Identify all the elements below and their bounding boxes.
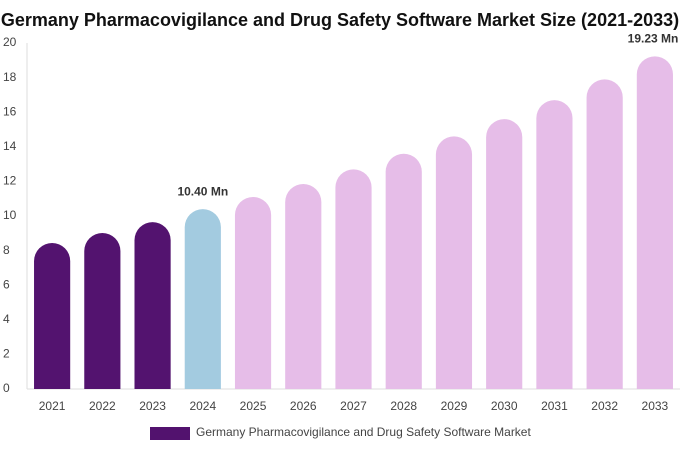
y-tick-label: 12 (3, 174, 17, 188)
bar (385, 153, 422, 389)
x-tick-label: 2032 (591, 399, 618, 413)
bar (84, 232, 121, 389)
y-tick-label: 16 (3, 104, 17, 118)
bar (536, 100, 573, 389)
y-tick-label: 0 (3, 381, 10, 395)
data-label: 19.23 Mn (628, 31, 679, 45)
x-tick-label: 2023 (139, 399, 166, 413)
bar (586, 79, 623, 389)
bar (134, 222, 171, 389)
bar (234, 196, 272, 389)
bar (34, 242, 71, 389)
x-tick-label: 2022 (89, 399, 116, 413)
y-tick-label: 10 (3, 208, 17, 222)
bar (636, 56, 673, 389)
y-tick-label: 2 (3, 347, 10, 361)
bar (486, 119, 523, 389)
y-tick-label: 4 (3, 312, 10, 326)
bar (184, 209, 221, 389)
bar (285, 184, 322, 389)
chart-title: Germany Pharmacovigilance and Drug Safet… (1, 10, 679, 30)
x-tick-label: 2026 (290, 399, 317, 413)
y-tick-label: 14 (3, 139, 17, 153)
legend-label: Germany Pharmacovigilance and Drug Safet… (196, 425, 531, 439)
y-tick-label: 6 (3, 277, 10, 291)
data-label: 10.40 Mn (177, 184, 228, 198)
y-tick-label: 8 (3, 243, 10, 257)
y-tick-label: 20 (3, 35, 17, 49)
bar (435, 136, 473, 389)
x-tick-label: 2033 (642, 399, 669, 413)
legend-swatch (150, 427, 190, 440)
x-tick-label: 2021 (39, 399, 66, 413)
x-tick-label: 2031 (541, 399, 568, 413)
y-tick-label: 18 (3, 70, 17, 84)
x-tick-label: 2027 (340, 399, 367, 413)
x-tick-label: 2029 (441, 399, 468, 413)
bar (335, 169, 372, 389)
x-tick-label: 2028 (390, 399, 417, 413)
x-tick-label: 2024 (189, 399, 216, 413)
x-tick-label: 2025 (240, 399, 267, 413)
x-tick-label: 2030 (491, 399, 518, 413)
